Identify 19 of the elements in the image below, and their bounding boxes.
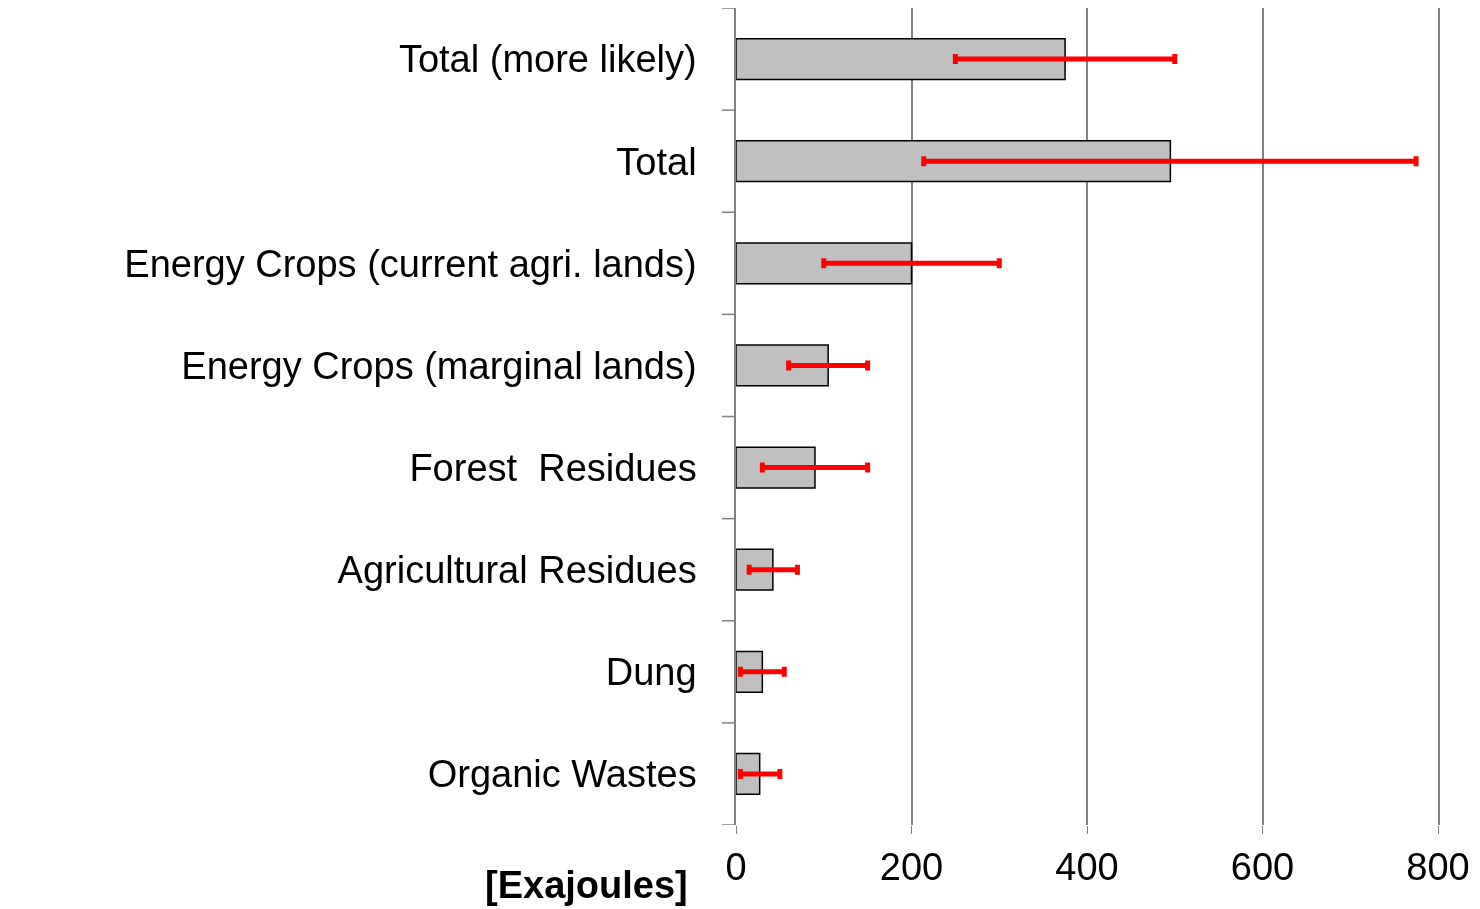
bar bbox=[736, 446, 816, 489]
bar bbox=[736, 37, 1066, 81]
x-tick-label: 600 bbox=[1230, 845, 1295, 888]
x-tick-label: 800 bbox=[1406, 845, 1470, 888]
x-tick-label: 200 bbox=[879, 845, 944, 888]
y-tick-label: Dung bbox=[605, 651, 697, 694]
y-tick-label: Forest Residues bbox=[409, 446, 697, 489]
y-tick-label: Energy Crops (current agri. lands) bbox=[124, 242, 697, 285]
bar bbox=[736, 140, 1172, 183]
bar bbox=[736, 242, 913, 285]
y-tick-label: Agricultural Residues bbox=[337, 548, 697, 591]
y-tick-label: Total (more likely) bbox=[398, 38, 697, 81]
bar bbox=[736, 344, 829, 387]
x-tick-label: 400 bbox=[1055, 845, 1119, 888]
x-tick-label: 0 bbox=[725, 845, 747, 888]
x-axis-title: [Exajoules] bbox=[485, 864, 688, 906]
y-tick-label: Energy Crops (marginal lands) bbox=[181, 344, 697, 387]
y-tick-label: Organic Wastes bbox=[427, 753, 697, 796]
y-tick-label: Total bbox=[616, 140, 697, 183]
